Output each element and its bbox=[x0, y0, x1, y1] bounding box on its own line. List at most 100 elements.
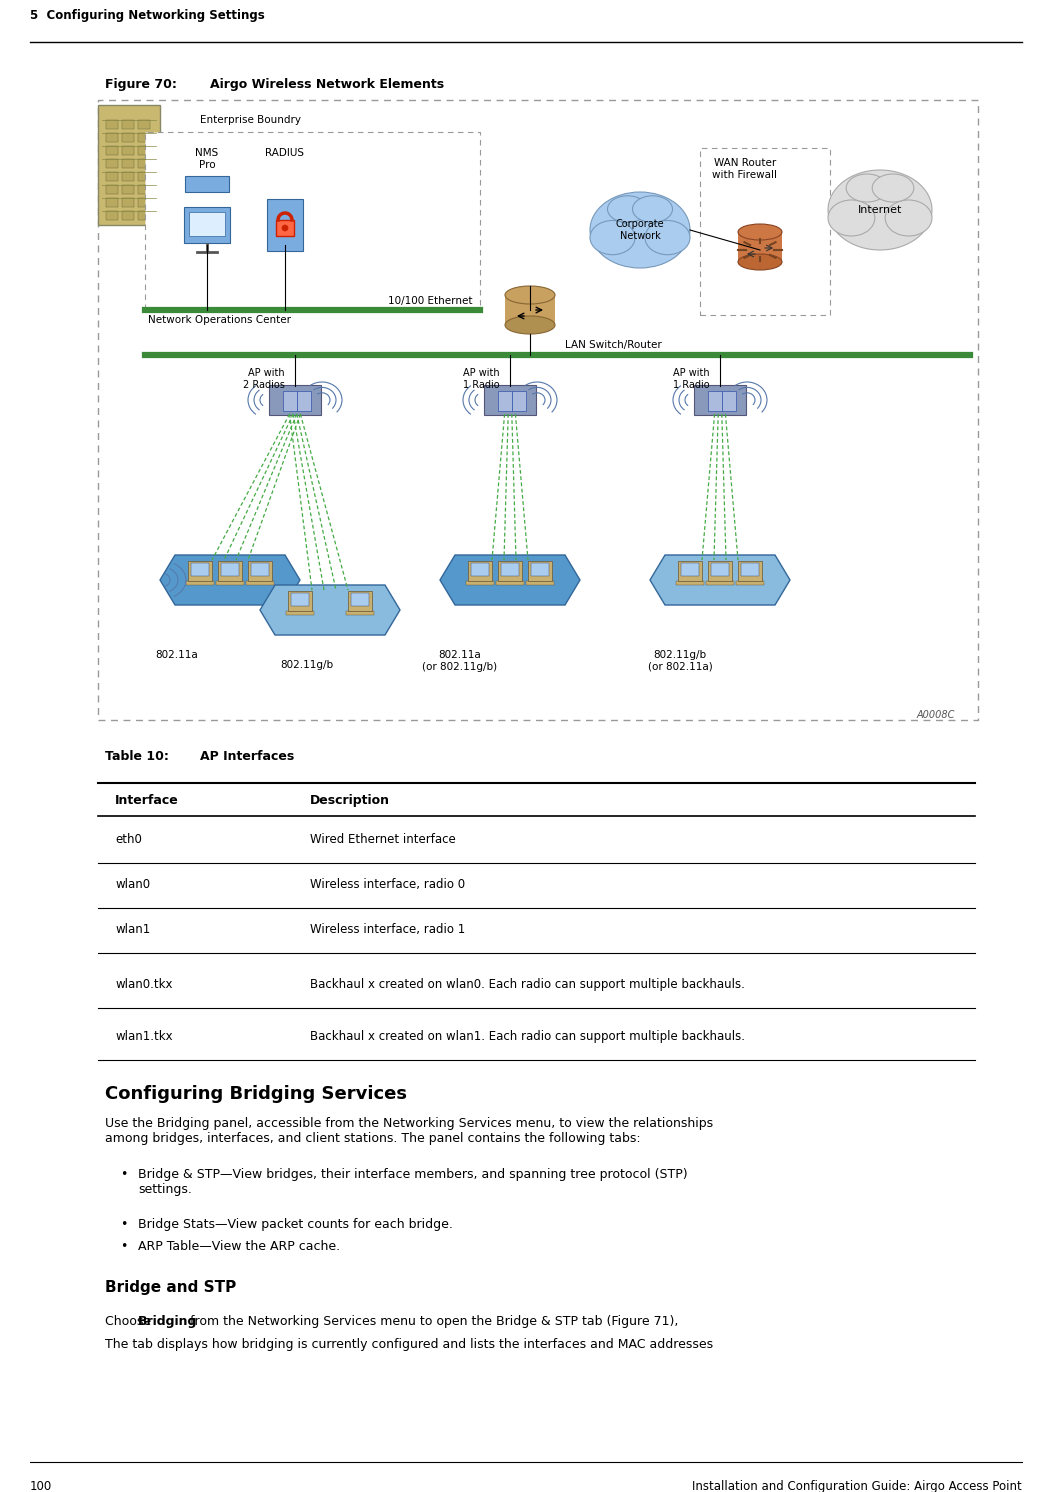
Bar bbox=[276, 219, 294, 236]
Bar bbox=[138, 185, 150, 194]
Text: 802.11g/b: 802.11g/b bbox=[280, 659, 333, 670]
Text: 802.11a: 802.11a bbox=[155, 651, 198, 659]
Bar bbox=[708, 391, 722, 410]
Bar bbox=[681, 562, 699, 576]
Text: WAN Router
with Firewall: WAN Router with Firewall bbox=[712, 158, 777, 179]
Ellipse shape bbox=[828, 200, 875, 236]
Circle shape bbox=[282, 225, 288, 231]
Bar bbox=[346, 612, 375, 615]
Bar bbox=[106, 185, 118, 194]
FancyBboxPatch shape bbox=[248, 561, 272, 580]
Bar bbox=[297, 391, 311, 410]
Bar bbox=[106, 172, 118, 181]
Bar bbox=[106, 198, 118, 207]
Text: NMS
Pro: NMS Pro bbox=[196, 148, 219, 170]
Bar bbox=[185, 176, 229, 192]
Bar bbox=[501, 562, 519, 576]
Text: Description: Description bbox=[310, 794, 390, 807]
Text: A0008C: A0008C bbox=[916, 710, 955, 721]
Ellipse shape bbox=[632, 195, 672, 222]
Bar bbox=[122, 146, 134, 155]
Bar bbox=[291, 592, 309, 606]
FancyBboxPatch shape bbox=[739, 561, 762, 580]
Text: eth0: eth0 bbox=[115, 833, 142, 846]
Bar bbox=[191, 562, 209, 576]
Bar bbox=[122, 210, 134, 219]
FancyBboxPatch shape bbox=[267, 198, 303, 251]
FancyBboxPatch shape bbox=[694, 385, 746, 415]
FancyBboxPatch shape bbox=[188, 561, 213, 580]
Bar bbox=[122, 198, 134, 207]
Text: Wired Ethernet interface: Wired Ethernet interface bbox=[310, 833, 456, 846]
Ellipse shape bbox=[739, 224, 782, 240]
Ellipse shape bbox=[505, 286, 555, 304]
Text: Wireless interface, radio 0: Wireless interface, radio 0 bbox=[310, 877, 465, 891]
FancyBboxPatch shape bbox=[184, 207, 230, 243]
Bar bbox=[106, 160, 118, 169]
Text: •: • bbox=[120, 1168, 127, 1182]
Bar bbox=[106, 119, 118, 128]
Bar bbox=[495, 580, 524, 585]
Bar bbox=[706, 580, 734, 585]
Text: The tab displays how bridging is currently configured and lists the interfaces a: The tab displays how bridging is current… bbox=[105, 1338, 713, 1350]
Bar bbox=[98, 104, 160, 225]
Text: LAN Switch/Router: LAN Switch/Router bbox=[565, 340, 662, 351]
Bar bbox=[122, 119, 134, 128]
FancyBboxPatch shape bbox=[484, 385, 537, 415]
Text: Airgo Wireless Network Elements: Airgo Wireless Network Elements bbox=[210, 78, 444, 91]
Ellipse shape bbox=[885, 200, 932, 236]
Bar bbox=[722, 391, 736, 410]
Text: Network Operations Center: Network Operations Center bbox=[148, 315, 291, 325]
Bar bbox=[138, 133, 150, 142]
Text: AP Interfaces: AP Interfaces bbox=[200, 750, 295, 762]
Ellipse shape bbox=[872, 175, 914, 201]
Bar bbox=[526, 580, 554, 585]
Bar bbox=[351, 592, 369, 606]
Bar bbox=[216, 580, 244, 585]
Ellipse shape bbox=[645, 221, 690, 255]
Bar bbox=[189, 212, 225, 236]
Text: 802.11a
(or 802.11g/b): 802.11a (or 802.11g/b) bbox=[423, 651, 498, 671]
Ellipse shape bbox=[590, 192, 690, 269]
Bar bbox=[145, 131, 480, 310]
Bar bbox=[251, 562, 269, 576]
Text: Bridge and STP: Bridge and STP bbox=[105, 1280, 237, 1295]
Bar bbox=[138, 119, 150, 128]
Text: 100: 100 bbox=[31, 1480, 53, 1492]
Bar bbox=[122, 185, 134, 194]
Polygon shape bbox=[440, 555, 580, 604]
Text: Figure 70:: Figure 70: bbox=[105, 78, 177, 91]
Text: wlan0: wlan0 bbox=[115, 877, 150, 891]
Bar bbox=[466, 580, 494, 585]
FancyBboxPatch shape bbox=[528, 561, 552, 580]
Bar bbox=[286, 612, 313, 615]
Text: •: • bbox=[120, 1240, 127, 1253]
FancyBboxPatch shape bbox=[708, 561, 732, 580]
Bar bbox=[736, 580, 764, 585]
Bar bbox=[739, 231, 782, 263]
Text: Bridge Stats—View packet counts for each bridge.: Bridge Stats—View packet counts for each… bbox=[138, 1217, 452, 1231]
Text: wlan1.tkx: wlan1.tkx bbox=[115, 1029, 173, 1043]
Ellipse shape bbox=[590, 221, 635, 255]
Text: from the Networking Services menu to open the Bridge & STP tab (Figure 71),: from the Networking Services menu to ope… bbox=[186, 1314, 679, 1328]
Bar bbox=[122, 133, 134, 142]
Bar bbox=[512, 391, 526, 410]
Bar bbox=[741, 562, 758, 576]
Ellipse shape bbox=[846, 175, 888, 201]
Text: Interface: Interface bbox=[115, 794, 179, 807]
Text: AP with
1 Radio: AP with 1 Radio bbox=[463, 369, 500, 389]
Bar bbox=[676, 580, 704, 585]
Bar bbox=[531, 562, 549, 576]
Polygon shape bbox=[260, 585, 400, 636]
Bar bbox=[138, 160, 150, 169]
Text: Internet: Internet bbox=[857, 204, 903, 215]
Ellipse shape bbox=[739, 254, 782, 270]
FancyBboxPatch shape bbox=[468, 561, 492, 580]
Text: Choose: Choose bbox=[105, 1314, 155, 1328]
Bar bbox=[498, 391, 512, 410]
Text: Corporate
Network: Corporate Network bbox=[615, 219, 664, 240]
Text: Installation and Configuration Guide: Airgo Access Point: Installation and Configuration Guide: Ai… bbox=[692, 1480, 1021, 1492]
Bar bbox=[283, 391, 297, 410]
Ellipse shape bbox=[607, 195, 647, 222]
Ellipse shape bbox=[828, 170, 932, 251]
